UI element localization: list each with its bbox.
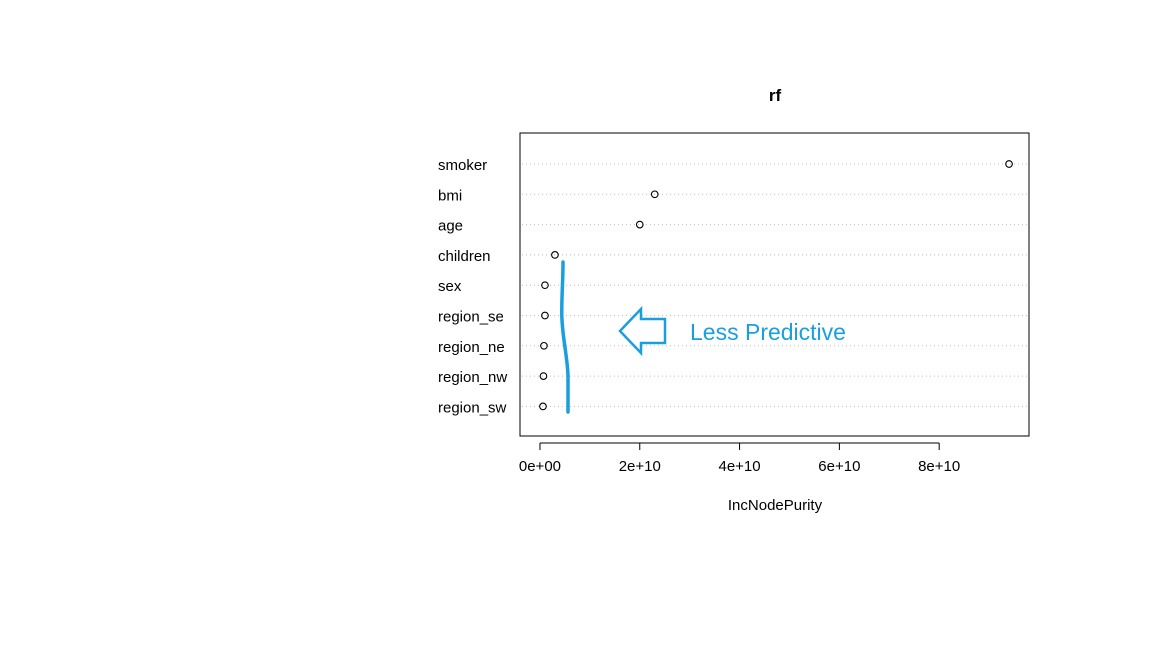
variable-label-smoker: smoker bbox=[438, 157, 487, 174]
variable-label-region-sw: region_sw bbox=[438, 399, 507, 416]
variable-label-sex: sex bbox=[438, 278, 462, 295]
x-axis: 0e+00 2e+10 4e+10 6e+10 8e+10 bbox=[519, 442, 960, 475]
variable-labels: smoker bmi age children sex region_se region_n… bbox=[438, 157, 507, 416]
variable-label-age: age bbox=[438, 218, 463, 235]
x-tick-label-2: 4e+10 bbox=[718, 458, 760, 475]
x-axis-label: IncNodePurity bbox=[728, 497, 823, 514]
variable-label-region-se: region_se bbox=[438, 309, 504, 326]
left-arrow-icon bbox=[618, 305, 667, 357]
variable-label-region-nw: region_nw bbox=[438, 369, 507, 386]
x-tick-label-1: 2e+10 bbox=[619, 458, 661, 475]
point-bmi bbox=[650, 190, 659, 199]
less-predictive-annotation: Less Predictive bbox=[559, 260, 846, 414]
dotted-guides bbox=[522, 163, 1027, 407]
importance-points bbox=[539, 160, 1013, 411]
point-sex bbox=[541, 281, 549, 290]
point-smoker bbox=[1005, 160, 1013, 168]
point-region-nw bbox=[539, 372, 548, 380]
variable-label-children: children bbox=[438, 248, 491, 265]
point-age bbox=[635, 220, 644, 229]
x-tick-label-4: 8e+10 bbox=[918, 458, 960, 475]
x-tick-label-0: 0e+00 bbox=[519, 458, 561, 475]
bracket-curve bbox=[559, 260, 570, 414]
point-region-ne bbox=[540, 341, 548, 350]
point-region-sw bbox=[539, 402, 547, 411]
annotation-text: Less Predictive bbox=[690, 319, 846, 345]
plot-frame bbox=[519, 132, 1030, 437]
variable-label-region-ne: region_ne bbox=[438, 339, 505, 356]
point-region-se bbox=[541, 311, 549, 320]
chart-title: rf bbox=[769, 86, 782, 105]
variable-label-bmi: bmi bbox=[438, 187, 462, 204]
x-tick-label-3: 6e+10 bbox=[818, 458, 860, 475]
point-children bbox=[551, 251, 559, 259]
